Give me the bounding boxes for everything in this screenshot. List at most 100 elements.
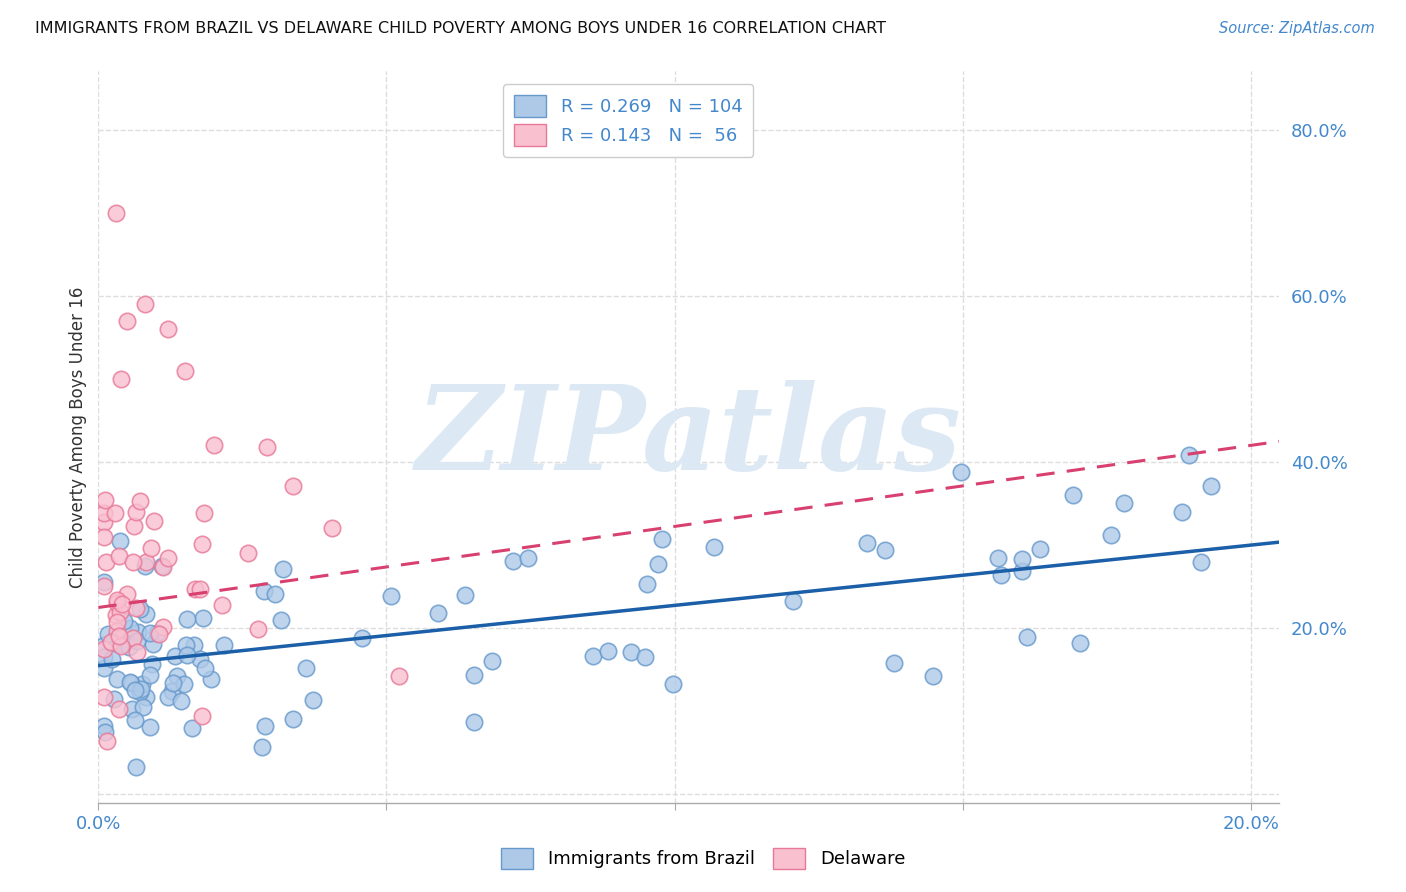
Point	[1189, 555, 1212, 569]
Point	[1178, 448, 1201, 462]
Point	[647, 557, 669, 571]
Point	[120, 674, 142, 689]
Point	[352, 631, 374, 645]
Point	[502, 554, 524, 568]
Point	[281, 479, 304, 493]
Point	[93, 515, 115, 529]
Point	[256, 440, 278, 454]
Point	[94, 725, 117, 739]
Point	[188, 652, 211, 666]
Point	[93, 661, 115, 675]
Point	[152, 560, 174, 574]
Point	[125, 634, 148, 648]
Point	[139, 541, 162, 555]
Point	[135, 690, 157, 704]
Point	[104, 506, 127, 520]
Point	[1011, 552, 1033, 566]
Point	[636, 577, 658, 591]
Point	[118, 621, 141, 635]
Point	[135, 607, 157, 621]
Point	[184, 582, 207, 597]
Point	[105, 615, 128, 630]
Point	[108, 534, 131, 549]
Point	[105, 672, 128, 686]
Point	[124, 683, 146, 698]
Point	[302, 693, 325, 707]
Point	[115, 587, 138, 601]
Point	[517, 550, 540, 565]
Point	[129, 682, 152, 697]
Point	[142, 636, 165, 650]
Point	[191, 537, 214, 551]
Point	[108, 605, 131, 619]
Point	[246, 622, 269, 636]
Point	[125, 505, 148, 519]
Legend: Immigrants from Brazil, Delaware: Immigrants from Brazil, Delaware	[494, 840, 912, 876]
Point	[122, 631, 145, 645]
Point	[662, 677, 685, 691]
Point	[582, 648, 605, 663]
Point	[105, 624, 128, 638]
Point	[129, 602, 152, 616]
Point	[922, 668, 945, 682]
Point	[463, 668, 485, 682]
Point	[94, 493, 117, 508]
Point	[200, 672, 222, 686]
Point	[1171, 505, 1194, 519]
Point	[173, 677, 195, 691]
Text: ZIPatlas: ZIPatlas	[416, 380, 962, 494]
Point	[212, 638, 235, 652]
Point	[162, 676, 184, 690]
Point	[281, 712, 304, 726]
Point	[93, 575, 115, 590]
Point	[294, 661, 316, 675]
Point	[103, 692, 125, 706]
Point	[96, 733, 118, 747]
Point	[211, 598, 233, 612]
Point	[1112, 496, 1135, 510]
Point	[193, 506, 215, 520]
Point	[143, 515, 166, 529]
Point	[782, 594, 804, 608]
Point	[146, 626, 169, 640]
Point	[138, 626, 160, 640]
Point	[253, 583, 276, 598]
Point	[152, 620, 174, 634]
Point	[141, 657, 163, 671]
Point	[856, 536, 879, 550]
Point	[111, 635, 134, 649]
Point	[110, 637, 132, 651]
Point	[191, 611, 214, 625]
Point	[463, 714, 485, 729]
Point	[1029, 541, 1052, 556]
Point	[104, 205, 127, 219]
Point	[131, 677, 153, 691]
Point	[188, 582, 211, 596]
Point	[120, 676, 142, 690]
Point	[108, 702, 131, 716]
Point	[93, 690, 115, 705]
Point	[125, 760, 148, 774]
Point	[108, 549, 131, 564]
Point	[454, 588, 477, 602]
Point	[156, 690, 179, 704]
Point	[93, 641, 115, 656]
Point	[183, 639, 205, 653]
Point	[1015, 630, 1038, 644]
Point	[173, 363, 195, 377]
Point	[108, 629, 131, 643]
Point	[104, 631, 127, 645]
Point	[124, 713, 146, 727]
Point	[117, 640, 139, 654]
Point	[129, 685, 152, 699]
Point	[111, 598, 134, 612]
Point	[1099, 528, 1122, 542]
Point	[134, 297, 156, 311]
Point	[388, 668, 411, 682]
Point	[883, 656, 905, 670]
Point	[634, 650, 657, 665]
Point	[238, 546, 260, 560]
Legend: R = 0.269   N = 104, R = 0.143   N =  56: R = 0.269 N = 104, R = 0.143 N = 56	[503, 84, 754, 157]
Point	[1011, 564, 1033, 578]
Point	[990, 568, 1012, 582]
